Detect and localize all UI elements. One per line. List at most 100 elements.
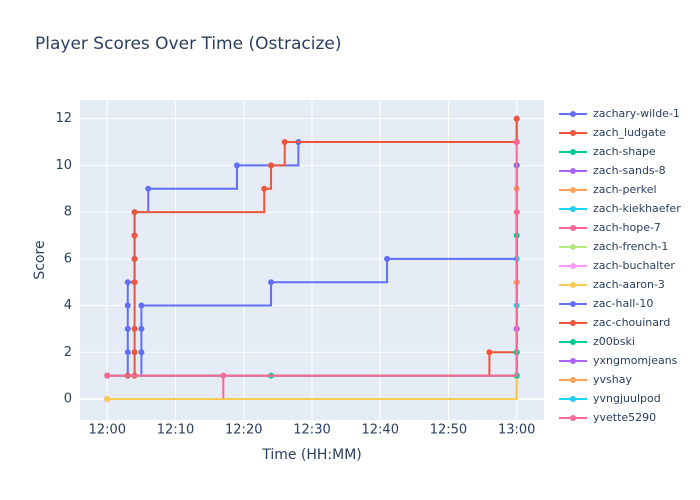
legend-item[interactable]: zac-chouinard <box>559 316 670 329</box>
data-point <box>268 162 275 169</box>
legend: zachary-wilde-1 zach_ludgate zach-shape zac… <box>559 107 681 424</box>
legend-label: zach-french-1 <box>593 240 668 253</box>
y-tick-label: 0 <box>64 391 72 406</box>
x-axis-title: Time (HH:MM) <box>261 447 362 463</box>
data-point <box>124 325 131 332</box>
legend-item[interactable]: z00bski <box>559 335 635 348</box>
legend-marker <box>570 339 576 345</box>
legend-label: yvshay <box>593 373 632 386</box>
y-tick-label: 12 <box>55 111 72 126</box>
x-tick-label: 12:30 <box>293 423 330 438</box>
legend-marker <box>570 130 576 136</box>
y-tick-label: 8 <box>64 205 72 220</box>
series-line <box>107 118 518 377</box>
legend-label: yvette5290 <box>593 411 656 424</box>
legend-item[interactable]: yvette5290 <box>559 411 656 424</box>
legend-item[interactable]: zach-hope-7 <box>559 221 661 234</box>
legend-item[interactable]: zach-shape <box>559 145 656 158</box>
data-point <box>104 395 111 402</box>
legend-item[interactable]: yvshay <box>559 373 632 386</box>
legend-marker <box>570 320 576 326</box>
data-point <box>145 185 152 192</box>
y-axis-title: Score <box>32 240 48 279</box>
legend-marker <box>570 377 576 383</box>
y-tick-label: 10 <box>55 158 72 173</box>
legend-label: zach-aaron-3 <box>593 278 665 291</box>
data-point <box>131 349 138 356</box>
data-point <box>486 349 493 356</box>
data-point <box>104 372 111 379</box>
legend-item[interactable]: zach-french-1 <box>559 240 668 253</box>
data-point <box>131 279 138 286</box>
legend-marker <box>570 225 576 231</box>
data-point <box>384 255 391 262</box>
legend-marker <box>570 168 576 174</box>
x-tick-label: 12:40 <box>362 423 399 438</box>
legend-marker <box>570 206 576 212</box>
legend-marker <box>570 244 576 250</box>
legend-label: zach-buchalter <box>593 259 675 272</box>
legend-label: yvngjuulpod <box>593 392 661 405</box>
legend-item[interactable]: zac-hall-10 <box>559 297 653 310</box>
legend-item[interactable]: zach-sands-8 <box>559 164 666 177</box>
legend-label: z00bski <box>593 335 635 348</box>
data-point <box>281 139 288 146</box>
legend-marker <box>570 396 576 402</box>
legend-item[interactable]: zachary-wilde-1 <box>559 107 680 120</box>
data-point <box>131 325 138 332</box>
data-point <box>268 279 275 286</box>
data-point <box>124 302 131 309</box>
data-point <box>261 185 268 192</box>
legend-label: zach_ludgate <box>593 126 666 139</box>
y-tick-label: 6 <box>64 251 72 266</box>
series-line <box>107 142 518 377</box>
legend-label: zach-sands-8 <box>593 164 666 177</box>
legend-label: zac-chouinard <box>593 316 670 329</box>
legend-label: yxngmomjeans <box>593 354 678 367</box>
legend-item[interactable]: zach_ludgate <box>559 126 666 139</box>
data-point <box>124 279 131 286</box>
y-tick-label: 2 <box>64 345 72 360</box>
data-point <box>513 115 520 122</box>
legend-item[interactable]: zach-perkel <box>559 183 657 196</box>
data-point <box>138 349 145 356</box>
legend-item[interactable]: yxngmomjeans <box>559 354 678 367</box>
legend-label: zac-hall-10 <box>593 297 653 310</box>
legend-label: zach-kiekhaefer <box>593 202 681 215</box>
legend-item[interactable]: zach-kiekhaefer <box>559 202 681 215</box>
x-tick-label: 12:50 <box>430 423 467 438</box>
x-tick-label: 12:10 <box>157 423 194 438</box>
legend-label: zachary-wilde-1 <box>593 107 680 120</box>
data-point <box>513 139 520 146</box>
legend-label: zach-shape <box>593 145 656 158</box>
data-point <box>131 209 138 216</box>
data-point <box>131 232 138 239</box>
legend-item[interactable]: yvngjuulpod <box>559 392 661 405</box>
legend-marker <box>570 187 576 193</box>
legend-item[interactable]: zach-buchalter <box>559 259 675 272</box>
legend-label: zach-perkel <box>593 183 657 196</box>
data-point <box>138 325 145 332</box>
legend-marker <box>570 111 576 117</box>
y-tick-label: 4 <box>64 298 72 313</box>
legend-item[interactable]: zach-aaron-3 <box>559 278 665 291</box>
legend-marker <box>570 149 576 155</box>
chart-title: Player Scores Over Time (Ostracize) <box>35 34 342 54</box>
traces <box>104 115 520 402</box>
data-point <box>233 162 240 169</box>
legend-label: zach-hope-7 <box>593 221 661 234</box>
data-point <box>131 255 138 262</box>
data-point <box>124 349 131 356</box>
data-point <box>138 302 145 309</box>
legend-marker <box>570 415 576 421</box>
legend-marker <box>570 301 576 307</box>
x-tick-label: 12:20 <box>225 423 262 438</box>
series-line <box>127 165 518 377</box>
legend-marker <box>570 282 576 288</box>
legend-marker <box>570 263 576 269</box>
x-tick-label: 13:00 <box>498 423 535 438</box>
x-tick-label: 12:00 <box>89 423 126 438</box>
series-line <box>107 375 518 400</box>
